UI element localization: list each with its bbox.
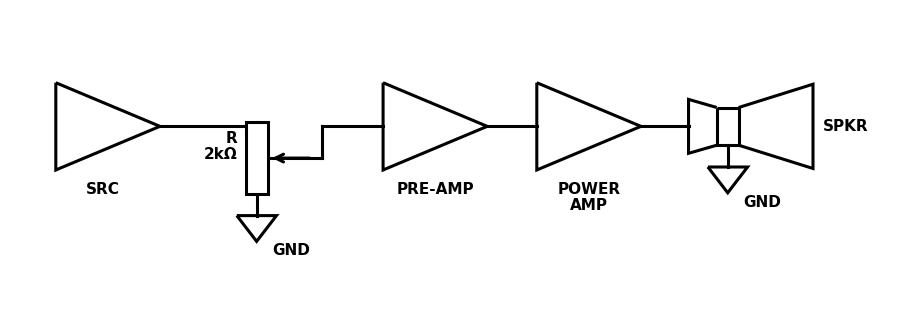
Bar	[246, 122, 267, 194]
Text: GND: GND	[273, 243, 310, 258]
Text: R
2kΩ: R 2kΩ	[204, 131, 237, 162]
Text: POWER
AMP: POWER AMP	[557, 182, 621, 213]
Text: PRE-AMP: PRE-AMP	[396, 182, 474, 197]
Text: GND: GND	[744, 195, 781, 210]
Text: SRC: SRC	[86, 182, 120, 197]
Text: SPKR: SPKR	[823, 119, 869, 134]
